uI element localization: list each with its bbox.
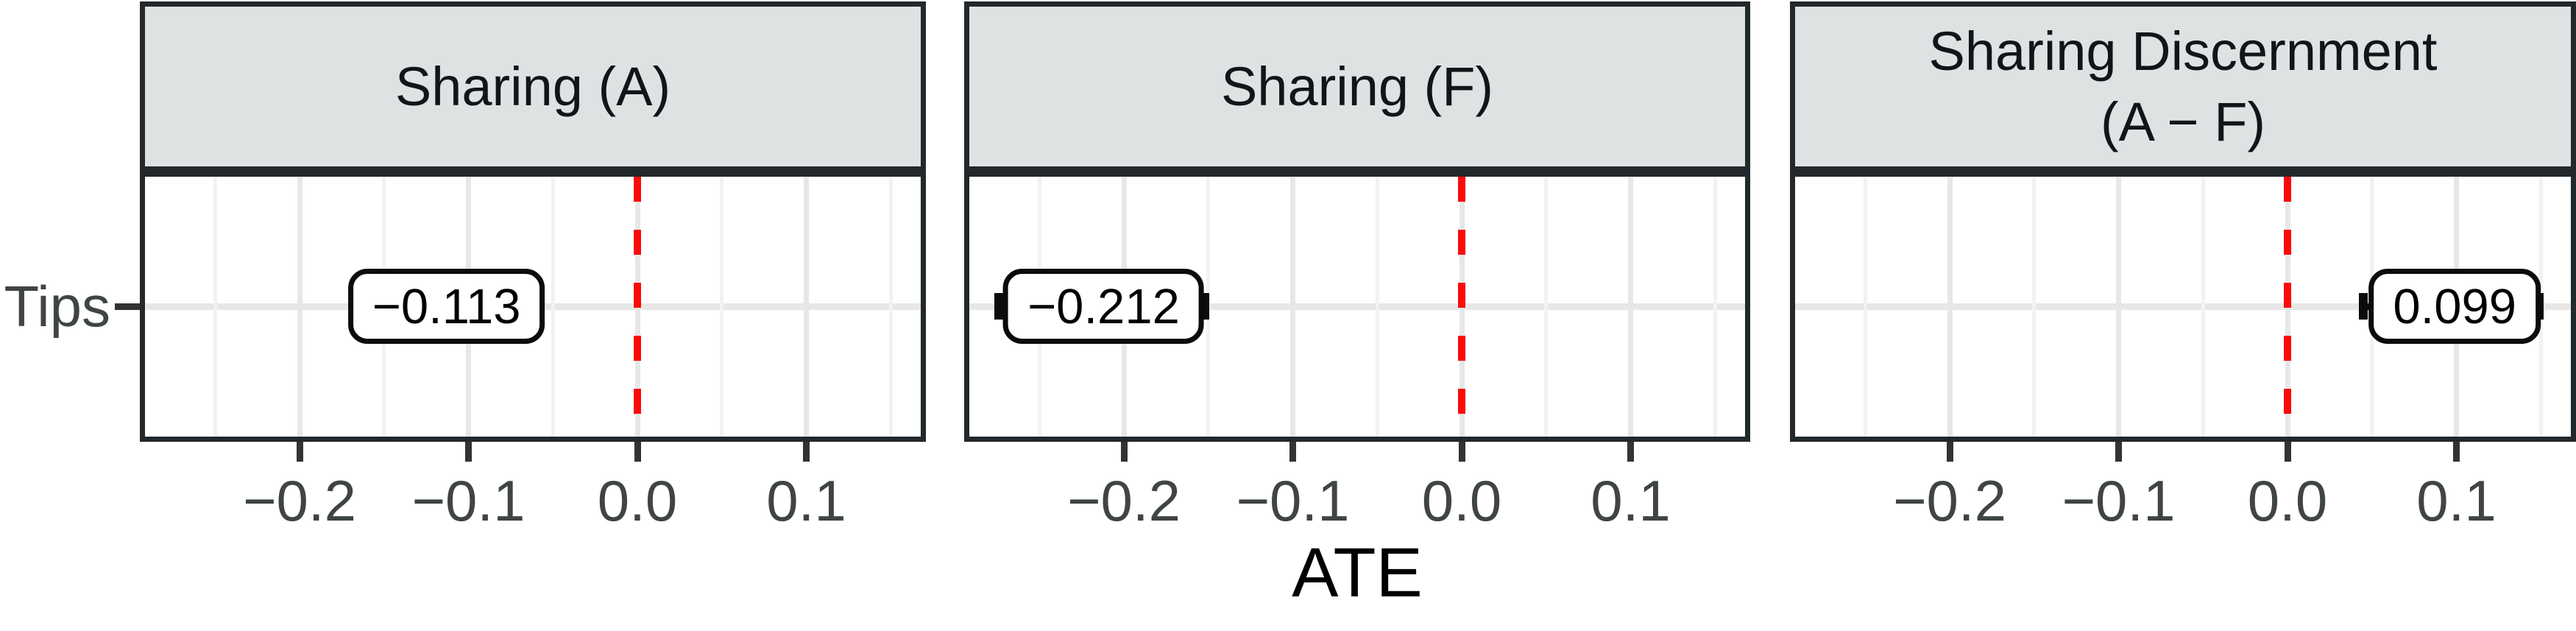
grid-major-vertical-line <box>1947 177 1953 437</box>
x-axis-tick-label: 0.1 <box>1590 468 1671 533</box>
facet-strip: Sharing (A) <box>140 1 926 172</box>
x-axis-tick-label: 0.0 <box>2247 468 2328 533</box>
x-axis-tick-label: −0.1 <box>2062 468 2176 533</box>
x-axis-tick-label: −0.2 <box>1893 468 2006 533</box>
facet-strip-title: Sharing (F) <box>1221 52 1493 122</box>
y-axis-tick-mark <box>115 303 140 310</box>
grid-minor-vertical-line <box>1544 177 1549 437</box>
x-axis-tick-mark <box>1289 442 1296 462</box>
facet-strip-title-line: Sharing Discernment <box>1928 20 2438 82</box>
facet-strip-title-line: Sharing (A) <box>394 55 671 117</box>
x-axis-tick-mark <box>803 442 810 462</box>
y-axis-category-label: Tips <box>4 274 110 339</box>
facet-panel: Sharing Discernment (A − F) 0.099 −0.2 −0.1 0… <box>1790 0 2576 631</box>
x-axis-tick-mark <box>1627 442 1634 462</box>
grid-minor-vertical-line <box>213 177 217 437</box>
error-bar-cap-left <box>994 293 1004 320</box>
x-axis-tick-label: −0.1 <box>1236 468 1350 533</box>
facet-strip-title: Sharing Discernment (A − F) <box>1929 16 2438 158</box>
x-axis-title: ATE <box>1292 534 1423 612</box>
grid-major-vertical-line <box>1628 177 1633 437</box>
estimate-label-box: −0.212 <box>1003 269 1204 344</box>
grid-minor-vertical-line <box>551 177 555 437</box>
grid-minor-vertical-line <box>1375 177 1379 437</box>
x-axis-tick-mark <box>634 442 641 462</box>
grid-major-horizontal-line <box>969 303 1745 310</box>
grid-minor-vertical-line <box>1863 177 1867 437</box>
x-axis-tick-label: 0.1 <box>2416 468 2497 533</box>
grid-minor-vertical-line <box>1713 177 1717 437</box>
facet-strip-title-line: (A − F) <box>2100 91 2266 152</box>
facet-panel: Sharing (F) −0.212 −0.2 −0.1 0.0 0.1 <box>964 0 1750 631</box>
estimate-value: −0.212 <box>1027 278 1180 334</box>
facet-strip-title-line: Sharing (F) <box>1220 55 1494 117</box>
x-axis-tick-mark <box>2453 442 2460 462</box>
facet-strip-title: Sharing (A) <box>395 52 670 122</box>
estimate-value: −0.113 <box>372 278 521 334</box>
x-axis-tick-label: −0.2 <box>243 468 356 533</box>
x-axis-tick-mark <box>1946 442 1953 462</box>
facet-panel: Sharing (A) −0.113 −0.2 −0.1 0.0 0.1 <box>140 0 926 631</box>
x-axis-tick-mark <box>1120 442 1128 462</box>
facet-strip: Sharing (F) <box>964 1 1750 172</box>
estimate-label-box: 0.099 <box>2368 269 2541 344</box>
x-axis-tick-label: 0.1 <box>766 468 846 533</box>
x-axis-tick-mark <box>465 442 472 462</box>
zero-reference-line <box>2284 177 2291 437</box>
grid-minor-vertical-line <box>720 177 724 437</box>
grid-major-vertical-line <box>1290 177 1295 437</box>
x-axis-tick-mark <box>1458 442 1465 462</box>
x-axis-tick-label: 0.0 <box>1421 468 1502 533</box>
x-axis-tick-label: 0.0 <box>597 468 678 533</box>
x-axis-tick-label: −0.1 <box>411 468 526 533</box>
estimate-value: 0.099 <box>2393 278 2517 334</box>
grid-major-vertical-line <box>297 177 302 437</box>
x-axis-tick-mark <box>2115 442 2122 462</box>
x-axis-tick-mark <box>2284 442 2291 462</box>
estimate-label-box: −0.113 <box>347 269 545 344</box>
grid-major-vertical-line <box>804 177 809 437</box>
error-bar-cap-left <box>2359 293 2368 320</box>
facet-strip: Sharing Discernment (A − F) <box>1790 1 2576 172</box>
grid-minor-vertical-line <box>2032 177 2037 437</box>
grid-major-horizontal-line <box>1795 303 2571 310</box>
zero-reference-line <box>634 177 641 437</box>
grid-minor-vertical-line <box>2201 177 2205 437</box>
x-axis-tick-mark <box>296 442 303 462</box>
grid-major-vertical-line <box>2116 177 2121 437</box>
x-axis-tick-label: −0.2 <box>1067 468 1181 533</box>
grid-minor-vertical-line <box>888 177 893 437</box>
zero-reference-line <box>1458 177 1465 437</box>
